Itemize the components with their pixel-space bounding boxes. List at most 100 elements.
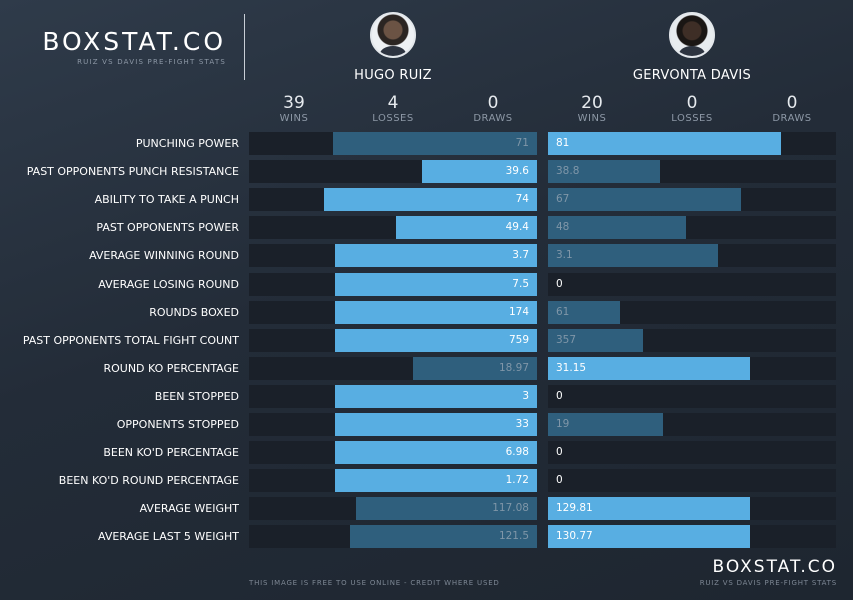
left-value: 174 — [508, 306, 529, 318]
right-bar — [548, 216, 686, 239]
left-track: 18.97 — [249, 357, 537, 380]
right-draws-label: DRAWS — [772, 113, 812, 124]
left-value: 71 — [515, 137, 529, 149]
left-value: 18.97 — [498, 362, 529, 374]
right-value: 19 — [556, 418, 570, 430]
right-track: 67 — [548, 188, 836, 211]
right-value: 67 — [556, 193, 570, 205]
fighter-right: GERVONTA DAVIS — [592, 12, 792, 83]
right-value: 0 — [556, 474, 563, 486]
left-bar — [422, 160, 537, 183]
left-track: 174 — [249, 301, 537, 324]
left-value: 6.98 — [505, 446, 529, 458]
fighter-left: HUGO RUIZ — [293, 12, 493, 83]
row-label: BEEN KO'D ROUND PERCENTAGE — [58, 474, 239, 487]
left-bar — [333, 132, 537, 155]
left-value: 759 — [508, 334, 529, 346]
right-value: 0 — [556, 446, 563, 458]
row-label: ROUNDS BOXED — [149, 306, 239, 319]
footer-brand-subtitle: RUIZ VS DAVIS PRE-FIGHT STATS — [699, 579, 837, 587]
left-bar — [396, 216, 537, 239]
right-wins-label: WINS — [577, 113, 607, 124]
left-bar — [335, 413, 537, 436]
left-track: 1.72 — [249, 469, 537, 492]
left-track: 117.08 — [249, 497, 537, 520]
left-track: 49.4 — [249, 216, 537, 239]
right-bar — [548, 329, 643, 352]
left-losses: 4 LOSSES — [363, 93, 423, 124]
fighter-right-avatar — [669, 12, 715, 58]
right-track: 38.8 — [548, 160, 836, 183]
brand-subtitle: RUIZ VS DAVIS PRE-FIGHT STATS — [77, 58, 226, 66]
row-label: AVERAGE WINNING ROUND — [89, 249, 239, 262]
left-track: 39.6 — [249, 160, 537, 183]
right-value: 0 — [556, 278, 563, 290]
right-track: 0 — [548, 385, 836, 408]
left-wins-value: 39 — [283, 93, 305, 113]
left-bar — [356, 497, 537, 520]
left-wins: 39 WINS — [264, 93, 324, 124]
left-bar — [324, 188, 537, 211]
left-draws: 0 DRAWS — [463, 93, 523, 124]
left-value: 49.4 — [505, 221, 529, 233]
right-track: 48 — [548, 216, 836, 239]
left-track: 6.98 — [249, 441, 537, 464]
right-bar — [548, 301, 620, 324]
right-track: 357 — [548, 329, 836, 352]
left-value: 117.08 — [492, 502, 529, 514]
right-bar — [548, 160, 660, 183]
right-value: 38.8 — [556, 165, 580, 177]
left-track: 33 — [249, 413, 537, 436]
left-bar — [335, 469, 537, 492]
fighter-right-name: GERVONTA DAVIS — [632, 68, 752, 83]
right-value: 129.81 — [556, 502, 593, 514]
right-losses-value: 0 — [686, 93, 698, 113]
left-losses-label: LOSSES — [372, 113, 414, 124]
left-value: 121.5 — [498, 530, 529, 542]
footer-note: THIS IMAGE IS FREE TO USE ONLINE - CREDI… — [249, 579, 500, 587]
right-value: 130.77 — [556, 530, 593, 542]
right-track: 19 — [548, 413, 836, 436]
row-label: PUNCHING POWER — [135, 137, 239, 150]
left-track: 71 — [249, 132, 537, 155]
right-losses: 0 LOSSES — [662, 93, 722, 124]
left-bar — [335, 244, 537, 267]
left-value: 1.72 — [505, 474, 529, 486]
right-track: 81 — [548, 132, 836, 155]
right-wins: 20 WINS — [562, 93, 622, 124]
left-value: 74 — [515, 193, 529, 205]
right-value: 48 — [556, 221, 570, 233]
fighter-left-name: HUGO RUIZ — [354, 68, 432, 83]
left-value: 39.6 — [505, 165, 529, 177]
right-track: 31.15 — [548, 357, 836, 380]
left-value: 7.5 — [512, 278, 529, 290]
right-bar — [548, 188, 741, 211]
left-track: 3.7 — [249, 244, 537, 267]
right-value: 0 — [556, 390, 563, 402]
left-bar — [350, 525, 537, 548]
row-label: PAST OPPONENTS PUNCH RESISTANCE — [26, 165, 239, 178]
right-bar — [548, 357, 750, 380]
left-bar — [335, 441, 537, 464]
left-bar — [335, 329, 537, 352]
left-bar — [335, 273, 537, 296]
left-bar — [335, 385, 537, 408]
left-value: 3.7 — [512, 249, 529, 261]
right-losses-label: LOSSES — [671, 113, 713, 124]
fighter-left-avatar — [370, 12, 416, 58]
right-draws-value: 0 — [786, 93, 798, 113]
left-losses-value: 4 — [387, 93, 399, 113]
left-track: 3 — [249, 385, 537, 408]
right-wins-value: 20 — [581, 93, 603, 113]
right-value: 81 — [556, 137, 570, 149]
left-bar — [335, 301, 537, 324]
left-track: 74 — [249, 188, 537, 211]
row-label: PAST OPPONENTS TOTAL FIGHT COUNT — [22, 334, 239, 347]
row-label: PAST OPPONENTS POWER — [96, 221, 239, 234]
right-bar — [548, 132, 781, 155]
brand-divider — [244, 14, 245, 80]
left-track: 7.5 — [249, 273, 537, 296]
right-track: 0 — [548, 273, 836, 296]
row-label: BEEN STOPPED — [154, 390, 239, 403]
right-track: 61 — [548, 301, 836, 324]
